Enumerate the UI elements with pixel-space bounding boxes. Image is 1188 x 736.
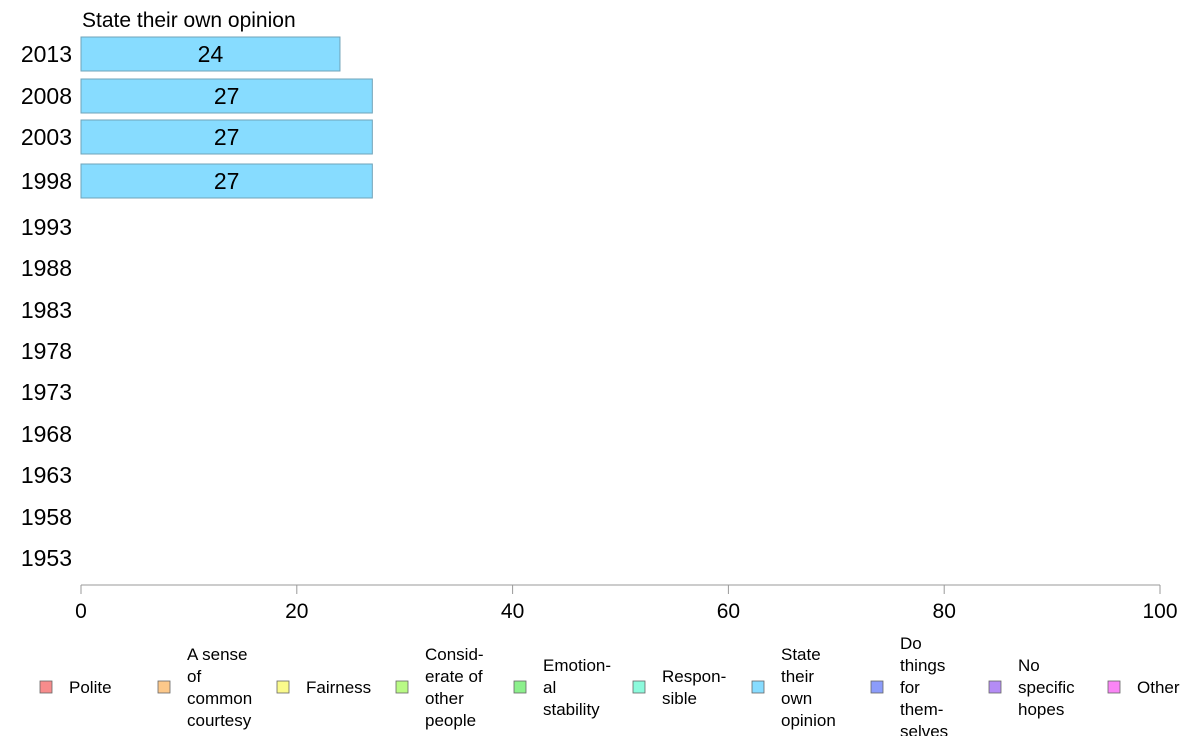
legend: Polite A sense of common courtesy Fairness Con… xyxy=(39,634,1180,736)
legend-label: No specific hopes xyxy=(1018,656,1075,719)
legend-label-line: people xyxy=(425,711,476,730)
year-label: 1963 xyxy=(21,462,72,488)
legend-item: Respon-sible xyxy=(632,667,726,708)
bar-value-label: 27 xyxy=(214,168,240,194)
legend-label: Fairness xyxy=(306,678,371,697)
legend-item: Do things for them-selves xyxy=(870,634,948,736)
bar-1998 xyxy=(80,163,373,199)
year-label: 1978 xyxy=(21,338,72,364)
year-label: 2008 xyxy=(21,83,72,109)
legend-label-line: A sense xyxy=(187,645,248,664)
legend-swatch xyxy=(988,680,1002,694)
x-tick-label: 20 xyxy=(285,600,308,623)
x-tick-label: 60 xyxy=(717,600,740,623)
legend-swatch xyxy=(157,680,171,694)
legend-label: Respon-sible xyxy=(662,667,726,708)
year-label: 1968 xyxy=(21,421,72,447)
legend-item: State their own opinion xyxy=(751,645,836,730)
legend-label-line: things xyxy=(900,656,945,675)
legend-label-line: them- xyxy=(900,700,943,719)
year-label: 1953 xyxy=(21,545,72,571)
legend-label-line: of xyxy=(187,667,201,686)
legend-label-line: courtesy xyxy=(187,711,252,730)
year-label: 1983 xyxy=(21,297,72,323)
bars: 24 27 27 27 xyxy=(80,36,373,199)
bar-value-label: 27 xyxy=(214,83,240,109)
legend-item: Other xyxy=(1107,678,1180,697)
x-axis: 0 20 40 60 80 100 xyxy=(75,584,1178,623)
year-label: 1973 xyxy=(21,379,72,405)
legend-label: Emotion-al stability xyxy=(543,656,611,719)
legend-label-line: Polite xyxy=(69,678,112,697)
legend-label: Other xyxy=(1137,678,1180,697)
legend-item: Emotion-al stability xyxy=(513,656,611,719)
legend-label-line: stability xyxy=(543,700,600,719)
legend-label-line: State xyxy=(781,645,821,664)
legend-label: State their own opinion xyxy=(781,645,836,730)
legend-label-line: al xyxy=(543,678,556,697)
year-label: 2013 xyxy=(21,41,72,67)
legend-label-line: Fairness xyxy=(306,678,371,697)
legend-swatch xyxy=(513,680,527,694)
x-tick-label: 100 xyxy=(1142,600,1177,623)
legend-swatch xyxy=(632,680,646,694)
x-tick-label: 40 xyxy=(501,600,524,623)
year-label: 1988 xyxy=(21,255,72,281)
legend-label-line: Do xyxy=(900,634,922,653)
bar-2013 xyxy=(80,36,341,72)
legend-label: Do things for them-selves xyxy=(900,634,948,736)
legend-swatch xyxy=(276,680,290,694)
legend-label-line: for xyxy=(900,678,920,697)
legend-label-line: No xyxy=(1018,656,1040,675)
legend-label-line: erate of xyxy=(425,667,483,686)
legend-label-line: Emotion- xyxy=(543,656,611,675)
legend-swatch xyxy=(751,680,765,694)
bar-value-label: 27 xyxy=(214,124,240,150)
legend-label: Consid-erate of other people xyxy=(425,645,484,730)
legend-swatch xyxy=(39,680,53,694)
legend-label-line: Other xyxy=(1137,678,1180,697)
legend-item: Consid-erate of other people xyxy=(395,645,484,730)
year-label: 1958 xyxy=(21,504,72,530)
legend-item: Fairness xyxy=(276,678,371,697)
chart-title: State their own opinion xyxy=(82,9,296,32)
legend-item: Polite xyxy=(39,678,112,697)
year-label: 1993 xyxy=(21,214,72,240)
bar-2008 xyxy=(80,78,373,114)
legend-label-line: own xyxy=(781,689,812,708)
legend-swatch xyxy=(1107,680,1121,694)
legend-label-line: Consid- xyxy=(425,645,484,664)
legend-label-line: opinion xyxy=(781,711,836,730)
year-labels: 2013 2008 2003 1998 1993 1988 1983 1978 1973 1968… xyxy=(21,41,72,571)
x-tick-label: 80 xyxy=(933,600,956,623)
legend-item: No specific hopes xyxy=(988,656,1075,719)
legend-label-line: selves xyxy=(900,722,948,736)
legend-swatch xyxy=(395,680,409,694)
legend-label-line: other xyxy=(425,689,464,708)
legend-item: A sense of common courtesy xyxy=(157,645,252,730)
legend-label-line: hopes xyxy=(1018,700,1064,719)
legend-label-line: common xyxy=(187,689,252,708)
year-label: 1998 xyxy=(21,168,72,194)
legend-label-line: their xyxy=(781,667,814,686)
bar-value-label: 24 xyxy=(198,41,224,67)
legend-label-line: specific xyxy=(1018,678,1075,697)
legend-label: Polite xyxy=(69,678,112,697)
year-label: 2003 xyxy=(21,124,72,150)
legend-label: A sense of common courtesy xyxy=(187,645,252,730)
x-tick-label: 0 xyxy=(75,600,87,623)
bar-2003 xyxy=(80,119,373,155)
legend-swatch xyxy=(870,680,884,694)
legend-label-line: sible xyxy=(662,689,697,708)
legend-label-line: Respon- xyxy=(662,667,726,686)
